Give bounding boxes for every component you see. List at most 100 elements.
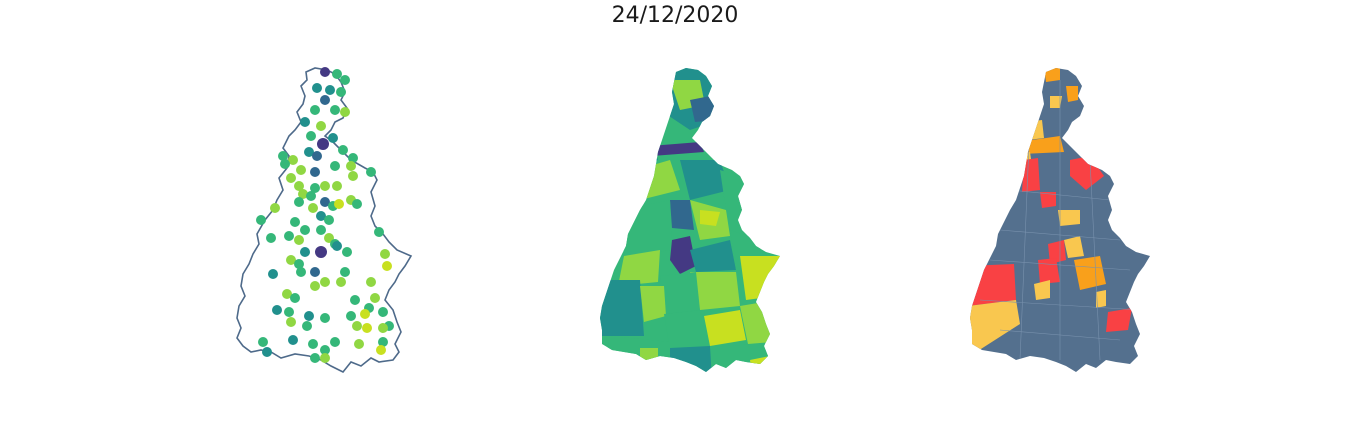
map-point <box>266 233 276 243</box>
region <box>1034 280 1050 300</box>
region <box>1048 240 1066 264</box>
map-point <box>270 203 280 213</box>
map-point <box>298 189 308 199</box>
map-point <box>256 215 266 225</box>
map-point <box>336 87 346 97</box>
map-point <box>310 105 320 115</box>
map-point <box>310 267 320 277</box>
map-point <box>304 147 314 157</box>
map-point <box>324 215 334 225</box>
map-point <box>378 323 388 333</box>
map-point <box>290 293 300 303</box>
map-point <box>294 235 304 245</box>
map-point <box>348 171 358 181</box>
map-point <box>320 181 330 191</box>
map-point <box>302 321 312 331</box>
category-regions <box>970 68 1150 372</box>
map-point <box>286 317 296 327</box>
region <box>1022 158 1040 192</box>
map-point <box>300 117 310 127</box>
map-point <box>284 231 294 241</box>
map-point <box>262 347 272 357</box>
map-point <box>332 241 342 251</box>
map-point <box>310 167 320 177</box>
map-point <box>320 345 330 355</box>
map-point <box>340 75 350 85</box>
region <box>640 286 666 322</box>
map-point <box>300 225 310 235</box>
map-point <box>258 337 268 347</box>
map-point <box>378 307 388 317</box>
region <box>1106 308 1132 332</box>
map-point <box>272 305 282 315</box>
map-point <box>320 277 330 287</box>
category-map <box>910 60 1210 380</box>
map-point <box>296 165 306 175</box>
region <box>1026 120 1044 140</box>
choropleth-regions <box>600 68 780 372</box>
map-point <box>268 269 278 279</box>
region <box>690 240 736 272</box>
region <box>1096 290 1106 308</box>
map-point <box>320 313 330 323</box>
region <box>1066 86 1078 102</box>
map-point <box>340 107 350 117</box>
figure-title: 24/12/2020 <box>611 3 739 28</box>
map-point <box>376 345 386 355</box>
map-point <box>360 309 370 319</box>
map-point <box>306 191 316 201</box>
map-point <box>366 277 376 287</box>
map-point <box>325 85 335 95</box>
region <box>600 280 644 336</box>
map-point <box>348 153 358 163</box>
map-point <box>336 277 346 287</box>
map-point <box>290 217 300 227</box>
map-point <box>286 173 296 183</box>
map-point <box>354 339 364 349</box>
map-point <box>328 133 338 143</box>
points-map-svg <box>236 67 413 374</box>
map-point <box>378 337 388 347</box>
region <box>670 346 714 372</box>
map-point <box>308 339 318 349</box>
region <box>600 336 670 372</box>
map-point <box>306 131 316 141</box>
map-point <box>320 353 330 363</box>
region <box>690 272 740 310</box>
map-point <box>310 183 320 193</box>
map-point <box>316 225 326 235</box>
map-point <box>338 145 348 155</box>
map-point <box>370 293 380 303</box>
region <box>650 142 704 156</box>
region <box>1040 192 1056 208</box>
region <box>1044 68 1060 82</box>
map-point <box>294 259 304 269</box>
choropleth-map <box>540 60 840 380</box>
map-point <box>374 227 384 237</box>
region <box>740 256 780 300</box>
map-point <box>320 197 330 207</box>
map-point <box>380 249 390 259</box>
map-point <box>330 337 340 347</box>
map-point <box>332 69 342 79</box>
map-point <box>300 247 310 257</box>
map-point <box>346 311 356 321</box>
region <box>640 348 658 362</box>
map-point <box>342 247 352 257</box>
region <box>970 264 1016 306</box>
map-point <box>334 199 344 209</box>
map-point <box>286 255 296 265</box>
map-point <box>315 246 327 258</box>
region <box>979 80 1141 361</box>
map-point <box>317 138 329 150</box>
map-point <box>284 307 294 317</box>
map-point <box>316 211 326 221</box>
region <box>670 200 694 230</box>
map-point <box>320 95 330 105</box>
region <box>680 160 730 200</box>
map-point <box>346 161 356 171</box>
region <box>700 210 720 226</box>
map-point <box>312 151 322 161</box>
region <box>660 272 700 314</box>
region <box>1064 236 1084 258</box>
